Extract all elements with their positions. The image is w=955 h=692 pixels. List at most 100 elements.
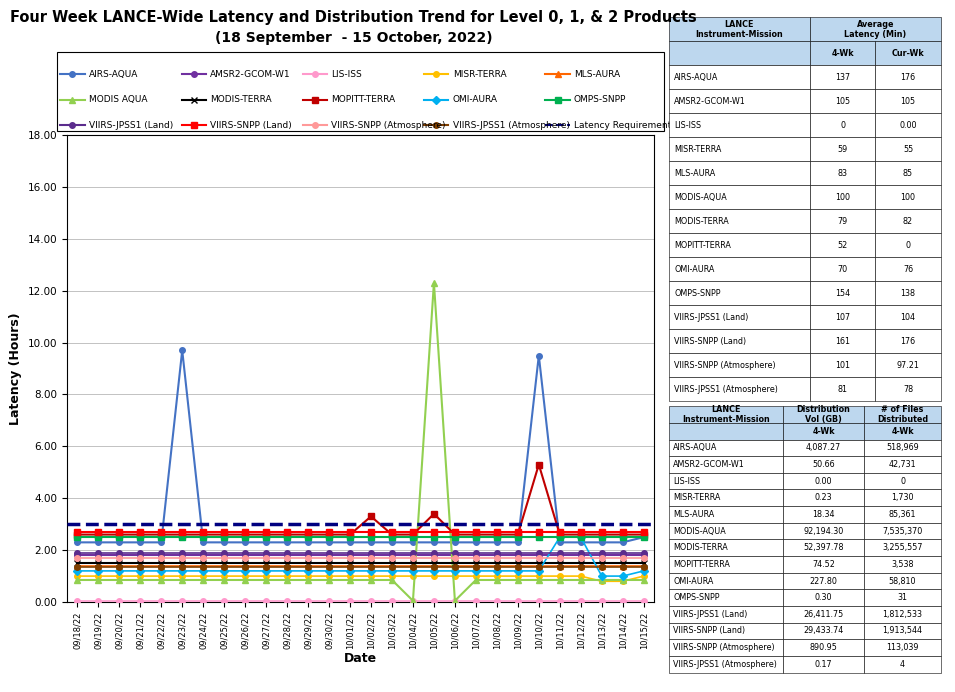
Text: 76: 76 xyxy=(902,265,913,274)
Bar xyxy=(810,377,876,401)
Bar xyxy=(668,639,783,656)
Text: 176: 176 xyxy=(901,73,916,82)
Y-axis label: Latency (Hours): Latency (Hours) xyxy=(9,312,22,425)
Bar xyxy=(783,540,864,556)
Text: 31: 31 xyxy=(898,593,907,602)
Text: AIRS-AQUA: AIRS-AQUA xyxy=(673,444,717,453)
Text: MOPITT-TERRA: MOPITT-TERRA xyxy=(673,560,730,569)
Text: 29,433.74: 29,433.74 xyxy=(803,626,844,635)
Text: VIIRS-SNPP (Land): VIIRS-SNPP (Land) xyxy=(210,120,292,129)
Text: 105: 105 xyxy=(901,97,916,106)
Text: LANCE
Instrument-Mission: LANCE Instrument-Mission xyxy=(682,405,770,424)
Bar xyxy=(668,439,783,456)
Text: VIIRS-SNPP (Land): VIIRS-SNPP (Land) xyxy=(674,337,746,346)
Text: MLS-AURA: MLS-AURA xyxy=(673,510,714,519)
Bar xyxy=(876,113,941,137)
Text: 52: 52 xyxy=(838,241,848,250)
Bar xyxy=(668,590,783,606)
Bar xyxy=(876,329,941,354)
Text: 176: 176 xyxy=(901,337,916,346)
Text: 890.95: 890.95 xyxy=(810,643,838,652)
Bar xyxy=(864,473,941,489)
Bar xyxy=(668,489,783,506)
Text: 26,411.75: 26,411.75 xyxy=(803,610,844,619)
Bar xyxy=(783,506,864,522)
Text: 83: 83 xyxy=(838,169,848,178)
Bar xyxy=(864,423,941,439)
Bar xyxy=(810,282,876,305)
Text: 59: 59 xyxy=(838,145,848,154)
Text: 18.34: 18.34 xyxy=(813,510,835,519)
Bar xyxy=(810,305,876,329)
Bar xyxy=(864,489,941,506)
Bar xyxy=(810,161,876,185)
Bar xyxy=(668,257,810,282)
Text: MLS-AURA: MLS-AURA xyxy=(574,70,620,79)
Text: 0.23: 0.23 xyxy=(815,493,833,502)
Text: 52,397.78: 52,397.78 xyxy=(803,543,844,552)
Bar xyxy=(783,623,864,639)
Bar xyxy=(876,89,941,113)
Text: 154: 154 xyxy=(835,289,850,298)
Text: 1,913,544: 1,913,544 xyxy=(882,626,923,635)
Bar xyxy=(668,406,783,423)
Bar xyxy=(864,639,941,656)
Text: 161: 161 xyxy=(836,337,850,346)
Text: MODIS-AQUA: MODIS-AQUA xyxy=(674,193,727,202)
Bar xyxy=(668,377,810,401)
Text: 50.66: 50.66 xyxy=(813,460,835,469)
Text: 0.00: 0.00 xyxy=(815,477,833,486)
Bar xyxy=(783,423,864,439)
Bar xyxy=(783,439,864,456)
Bar xyxy=(864,556,941,573)
Text: AIRS-AQUA: AIRS-AQUA xyxy=(674,73,718,82)
Text: OMPS-SNPP: OMPS-SNPP xyxy=(674,289,721,298)
Text: 0: 0 xyxy=(905,241,910,250)
Text: # of Files
Distributed: # of Files Distributed xyxy=(877,405,928,424)
Bar xyxy=(864,573,941,590)
Text: 79: 79 xyxy=(838,217,848,226)
Bar xyxy=(810,89,876,113)
Text: 74.52: 74.52 xyxy=(812,560,835,569)
Bar xyxy=(783,489,864,506)
Text: Four Week LANCE-Wide Latency and Distribution Trend for Level 0, 1, & 2 Products: Four Week LANCE-Wide Latency and Distrib… xyxy=(10,10,697,26)
Text: 101: 101 xyxy=(836,361,850,370)
Bar xyxy=(783,606,864,623)
Bar xyxy=(810,185,876,209)
Bar xyxy=(876,377,941,401)
Text: 0.00: 0.00 xyxy=(900,121,917,130)
Text: 0.30: 0.30 xyxy=(815,593,833,602)
Bar xyxy=(783,522,864,540)
Text: 105: 105 xyxy=(835,97,850,106)
Bar xyxy=(810,42,876,65)
Text: 104: 104 xyxy=(901,313,916,322)
Bar xyxy=(864,623,941,639)
Bar xyxy=(668,42,810,65)
Bar xyxy=(810,65,876,89)
Text: VIIRS-SNPP (Atmosphere): VIIRS-SNPP (Atmosphere) xyxy=(673,643,775,652)
Bar xyxy=(864,590,941,606)
Bar xyxy=(668,89,810,113)
Text: 81: 81 xyxy=(838,385,848,394)
Bar xyxy=(783,456,864,473)
Text: VIIRS-JPSS1 (Atmosphere): VIIRS-JPSS1 (Atmosphere) xyxy=(453,120,570,129)
Text: Latency Requirement: Latency Requirement xyxy=(574,120,671,129)
Bar xyxy=(668,185,810,209)
Bar xyxy=(864,540,941,556)
Bar xyxy=(783,639,864,656)
Bar xyxy=(668,540,783,556)
Bar xyxy=(864,606,941,623)
Text: MODIS-AQUA: MODIS-AQUA xyxy=(673,527,726,536)
Text: VIIRS-SNPP (Land): VIIRS-SNPP (Land) xyxy=(673,626,745,635)
Text: AMSR2-GCOM-W1: AMSR2-GCOM-W1 xyxy=(673,460,745,469)
Text: OMI-AURA: OMI-AURA xyxy=(453,95,498,104)
Bar xyxy=(668,473,783,489)
Text: 70: 70 xyxy=(838,265,848,274)
Bar xyxy=(668,623,783,639)
Text: VIIRS-JPSS1 (Land): VIIRS-JPSS1 (Land) xyxy=(89,120,173,129)
Bar xyxy=(668,17,810,42)
Bar xyxy=(876,42,941,65)
Text: LANCE
Instrument-Mission: LANCE Instrument-Mission xyxy=(695,19,783,39)
Text: Distribution
Vol (GB): Distribution Vol (GB) xyxy=(796,405,851,424)
Text: 100: 100 xyxy=(836,193,850,202)
